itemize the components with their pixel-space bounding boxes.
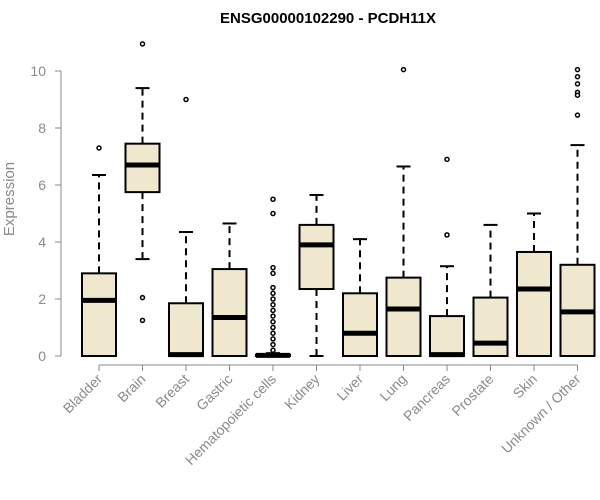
outlier-point <box>270 196 276 202</box>
box-breast <box>168 96 204 358</box>
outlier-point <box>574 66 581 73</box>
box-brain <box>124 41 161 324</box>
box-rect <box>168 302 204 357</box>
outlier-point <box>400 66 407 73</box>
y-axis: 0 2 4 6 8 10 <box>30 63 62 364</box>
y-tick-label: 4 <box>38 234 46 250</box>
box-unknown-other <box>559 66 596 357</box>
y-tick-label: 10 <box>30 63 46 79</box>
outlier-point <box>574 112 581 118</box>
x-tick-label: Lung <box>376 371 409 404</box>
box-rect <box>342 292 378 357</box>
x-tick-label: Unknown / Other <box>498 371 584 457</box>
outlier-point <box>270 270 276 277</box>
outlier-point <box>270 347 276 354</box>
outlier-point <box>270 264 276 271</box>
outlier-point <box>270 307 276 314</box>
boxes-group <box>81 41 596 358</box>
box-rect <box>298 223 335 291</box>
outlier-point <box>183 96 189 103</box>
x-tick-label: Pancreas <box>400 371 453 424</box>
x-tick-label: Breast <box>152 371 192 411</box>
y-tick-label: 0 <box>38 348 46 364</box>
x-tick-label: Kidney <box>281 371 323 413</box>
outlier-point <box>270 290 276 297</box>
box-rect <box>211 268 248 358</box>
y-tick-label: 8 <box>38 120 46 136</box>
outlier-point <box>96 145 102 151</box>
outlier-point <box>270 210 276 217</box>
chart-title: ENSG00000102290 - PCDH11X <box>220 10 436 27</box>
outlier-point <box>270 319 276 325</box>
outlier-point <box>444 232 450 238</box>
box-hematopoietic-cells <box>255 196 291 358</box>
box-rect <box>385 276 422 357</box>
outlier-point <box>270 296 276 302</box>
y-axis-label: Expression <box>1 162 18 236</box>
outlier-point <box>270 284 276 291</box>
outlier-point <box>139 294 146 301</box>
box-liver <box>342 238 378 357</box>
outlier-point <box>444 156 450 163</box>
box-pancreas <box>429 156 465 358</box>
outlier-point <box>270 330 276 336</box>
x-tick-label: Bladder <box>60 371 106 417</box>
outlier-point <box>139 41 146 47</box>
box-rect <box>81 272 117 358</box>
x-tick-label: Liver <box>333 371 366 404</box>
box-rect <box>429 315 465 358</box>
outlier-point <box>574 73 581 80</box>
box-prostate <box>472 223 509 358</box>
x-tick-label: Gastric <box>193 371 236 414</box>
outlier-point <box>270 313 276 319</box>
y-tick-label: 2 <box>38 291 46 307</box>
box-rect <box>124 142 161 194</box>
x-tick-label: Brain <box>114 371 148 405</box>
outlier-point <box>139 317 146 324</box>
x-tick-label: Skin <box>510 371 541 402</box>
outlier-point <box>270 341 276 348</box>
y-tick-label: 6 <box>38 177 46 193</box>
box-skin <box>516 212 552 358</box>
box-rect <box>516 250 552 358</box>
outlier-point <box>574 81 581 87</box>
box-rect <box>472 296 509 358</box>
outlier-point <box>270 301 276 308</box>
box-kidney <box>298 193 335 357</box>
box-bladder <box>81 145 117 358</box>
box-lung <box>385 66 422 357</box>
x-tick-label: Prostate <box>448 371 496 419</box>
outlier-point <box>574 92 581 98</box>
outlier-point <box>270 336 276 342</box>
box-gastric <box>211 222 248 358</box>
outlier-point <box>270 324 276 331</box>
